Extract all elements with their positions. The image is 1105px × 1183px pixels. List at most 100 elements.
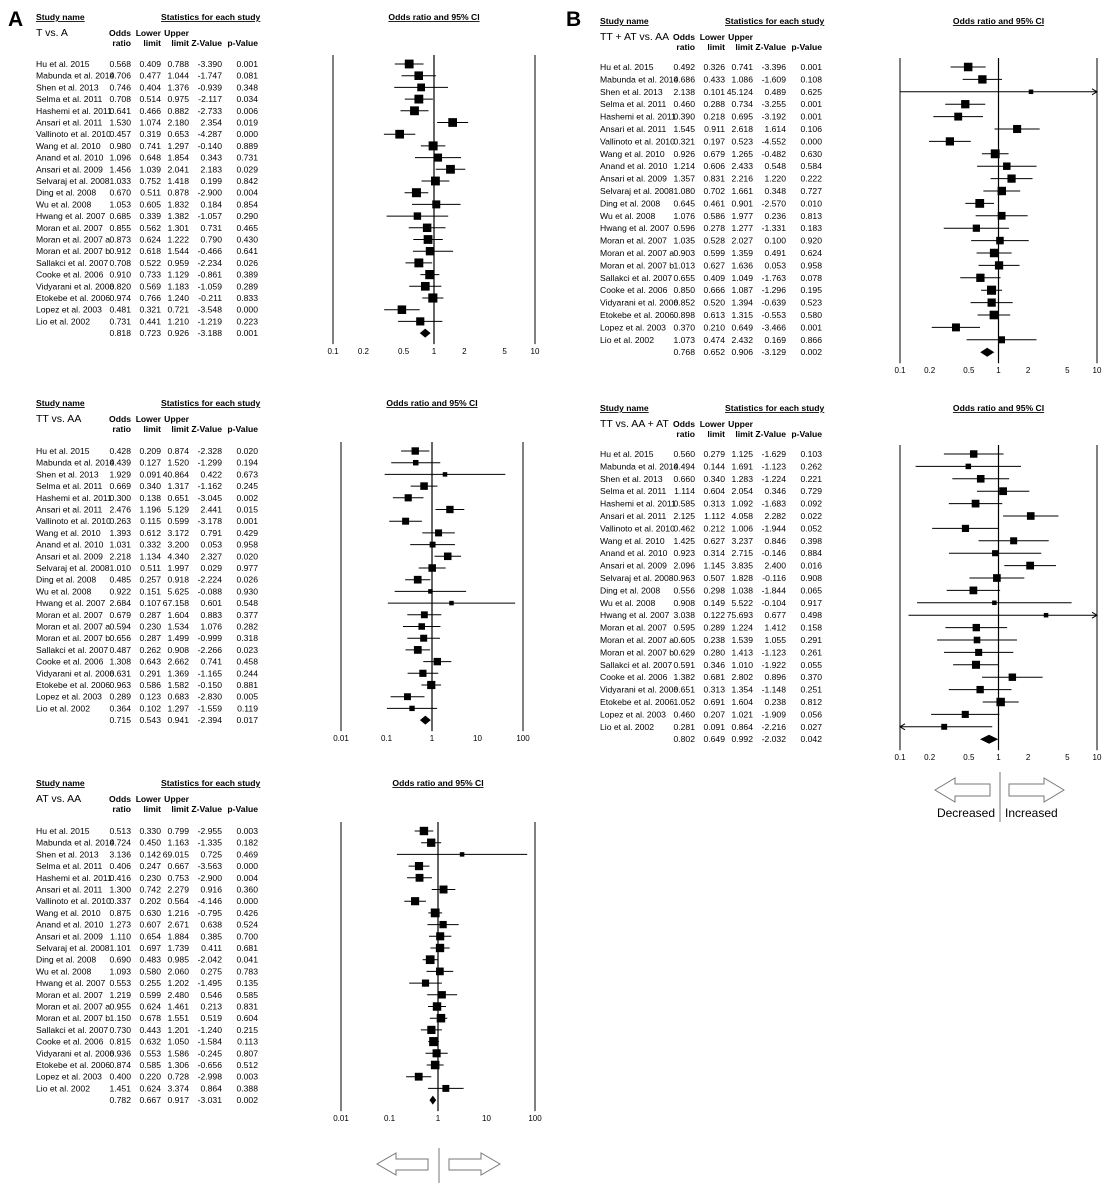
z-value: 0.346 xyxy=(764,486,786,496)
z-value: -1.148 xyxy=(762,685,787,695)
table-row: Cooke et al. 2006 0.815 0.632 1.050 -1.584 0.… xyxy=(36,1037,440,1047)
point-estimate xyxy=(1008,673,1017,681)
odds-ratio-value: 1.273 xyxy=(109,920,131,930)
odds-ratio-value: 0.605 xyxy=(673,635,695,645)
p-value: 0.524 xyxy=(236,920,258,930)
lower-limit-value: 0.585 xyxy=(139,1060,161,1070)
table-row: Etokebe et al. 2006 0.898 0.613 1.315 -0.553… xyxy=(600,310,1011,320)
upper-limit-value: 2.054 xyxy=(731,486,753,496)
z-value: -3.192 xyxy=(762,112,787,122)
table-row: Hu et al. 2015 0.560 0.279 1.125 -1.629 0.103 xyxy=(600,449,1004,459)
odds-ratio-value: 1.080 xyxy=(673,186,695,196)
odds-ratio-value: 3.136 xyxy=(109,849,131,859)
forest-panel-3: Study name Statistics for each study Odds … xyxy=(36,778,542,1123)
point-estimate xyxy=(411,188,421,198)
lower-limit-value: 0.831 xyxy=(703,174,725,184)
p-value: 0.624 xyxy=(800,248,822,258)
upper-limit-value: 1.604 xyxy=(731,697,753,707)
p-value: 0.183 xyxy=(800,223,822,233)
lower-limit-value: 0.562 xyxy=(139,223,161,233)
upper-limit-value: 1.359 xyxy=(731,248,753,258)
p-value: 0.000 xyxy=(236,861,258,871)
z-value: -1.747 xyxy=(198,71,223,81)
table-row: Ansari et al. 2011 1.545 0.911 2.618 1.614 0.… xyxy=(600,124,1040,134)
point-estimate xyxy=(442,472,448,477)
upper-limit-value: 5.625 xyxy=(167,586,189,596)
table-row: Wang et al. 2010 1.393 0.612 3.172 0.791 0.42… xyxy=(36,528,455,538)
upper-limit-value: 0.667 xyxy=(167,861,189,871)
lower-limit-value: 0.091 xyxy=(703,722,725,732)
table-row: Ding et al. 2008 0.670 0.511 0.878 -2.900 0.0… xyxy=(36,188,429,198)
odds-ratio-value: 1.013 xyxy=(673,260,695,270)
ratio-header: ratio xyxy=(676,42,695,52)
point-estimate xyxy=(994,261,1004,270)
zvalue-header: Z-Value xyxy=(191,38,222,48)
lower-limit-header: limit xyxy=(143,804,161,814)
study-name: Ding et al. 2008 xyxy=(36,188,96,198)
summary-p-value: 0.002 xyxy=(236,1095,258,1105)
odds-ratio-value: 1.101 xyxy=(109,943,131,953)
forest-panel-2: Study name Statistics for each study Odds … xyxy=(36,398,530,743)
table-row: Ding et al. 2008 0.690 0.483 0.985 -2.042 0.0… xyxy=(36,955,438,965)
lower-limit-value: 0.586 xyxy=(139,680,161,690)
upper-limit-value: 2.279 xyxy=(167,885,189,895)
lower-header: Lower xyxy=(700,32,726,42)
upper-limit-value: 40.864 xyxy=(163,469,190,479)
z-value: 0.213 xyxy=(200,1002,222,1012)
z-value: 1.055 xyxy=(764,635,786,645)
study-name: Selma et al. 2011 xyxy=(600,486,666,496)
upper-limit-value: 69.015 xyxy=(163,849,190,859)
p-value: 0.807 xyxy=(236,1048,258,1058)
study-name: Shen et al. 2013 xyxy=(36,469,99,479)
forest-panel-1: Study name Statistics for each study Odds … xyxy=(36,12,540,356)
p-value: 0.001 xyxy=(800,62,822,72)
odds-ratio-value: 1.219 xyxy=(109,990,131,1000)
point-estimate xyxy=(941,723,948,730)
point-estimate xyxy=(1013,124,1022,134)
study-name: Ansari et al. 2011 xyxy=(36,505,102,515)
odds-ratio-value: 0.660 xyxy=(673,474,695,484)
point-estimate xyxy=(421,979,430,987)
odds-ratio-value: 0.631 xyxy=(109,668,131,678)
study-name-header: Study name xyxy=(36,778,85,788)
p-value: 0.004 xyxy=(236,188,258,198)
point-estimate xyxy=(436,967,444,976)
odds-ratio-value: 0.595 xyxy=(673,623,695,633)
study-name: Vallinoto et al. 2010 xyxy=(36,129,111,139)
p-value: 0.223 xyxy=(236,316,258,326)
study-name: Hwang et al. 2007 xyxy=(600,223,669,233)
lower-limit-value: 0.648 xyxy=(139,153,161,163)
p-value: 0.700 xyxy=(236,931,258,941)
upper-limit-value: 3.200 xyxy=(167,540,189,550)
z-value: -1.629 xyxy=(762,449,787,459)
z-value: 0.489 xyxy=(764,87,786,97)
odds-ratio-value: 0.936 xyxy=(109,1048,131,1058)
p-value: 0.930 xyxy=(236,586,258,596)
lower-limit-value: 0.666 xyxy=(703,285,725,295)
study-name: Lio et al. 2002 xyxy=(600,722,654,732)
p-value: 0.831 xyxy=(236,1002,258,1012)
point-estimate xyxy=(411,447,419,455)
point-estimate xyxy=(975,199,985,208)
p-value: 0.215 xyxy=(236,1025,258,1035)
plot-title: Odds ratio and 95% CI xyxy=(953,16,1044,26)
study-name: Cooke et al. 2006 xyxy=(36,270,104,280)
point-estimate xyxy=(432,1049,441,1058)
point-estimate xyxy=(976,273,985,282)
table-row: Lio et al. 2002 0.731 0.441 1.210 -1.219 0.22… xyxy=(36,316,443,326)
study-name: Ansari et al. 2011 xyxy=(36,118,102,128)
comparison-label: T vs. A xyxy=(36,27,68,39)
point-estimate xyxy=(973,636,981,644)
odds-ratio-value: 0.708 xyxy=(109,258,131,268)
upper-limit-value: 1.739 xyxy=(167,943,189,953)
p-value: 0.833 xyxy=(236,293,258,303)
upper-limit-value: 0.959 xyxy=(167,258,189,268)
p-value: 0.469 xyxy=(236,849,258,859)
upper-limit-value: 1.354 xyxy=(731,685,753,695)
lower-limit-value: 0.607 xyxy=(139,920,161,930)
p-value: 0.388 xyxy=(236,1083,258,1093)
z-value: -0.211 xyxy=(198,293,222,303)
summary-z-value: -3.031 xyxy=(198,1095,223,1105)
point-estimate xyxy=(413,212,422,220)
point-estimate xyxy=(404,59,414,69)
